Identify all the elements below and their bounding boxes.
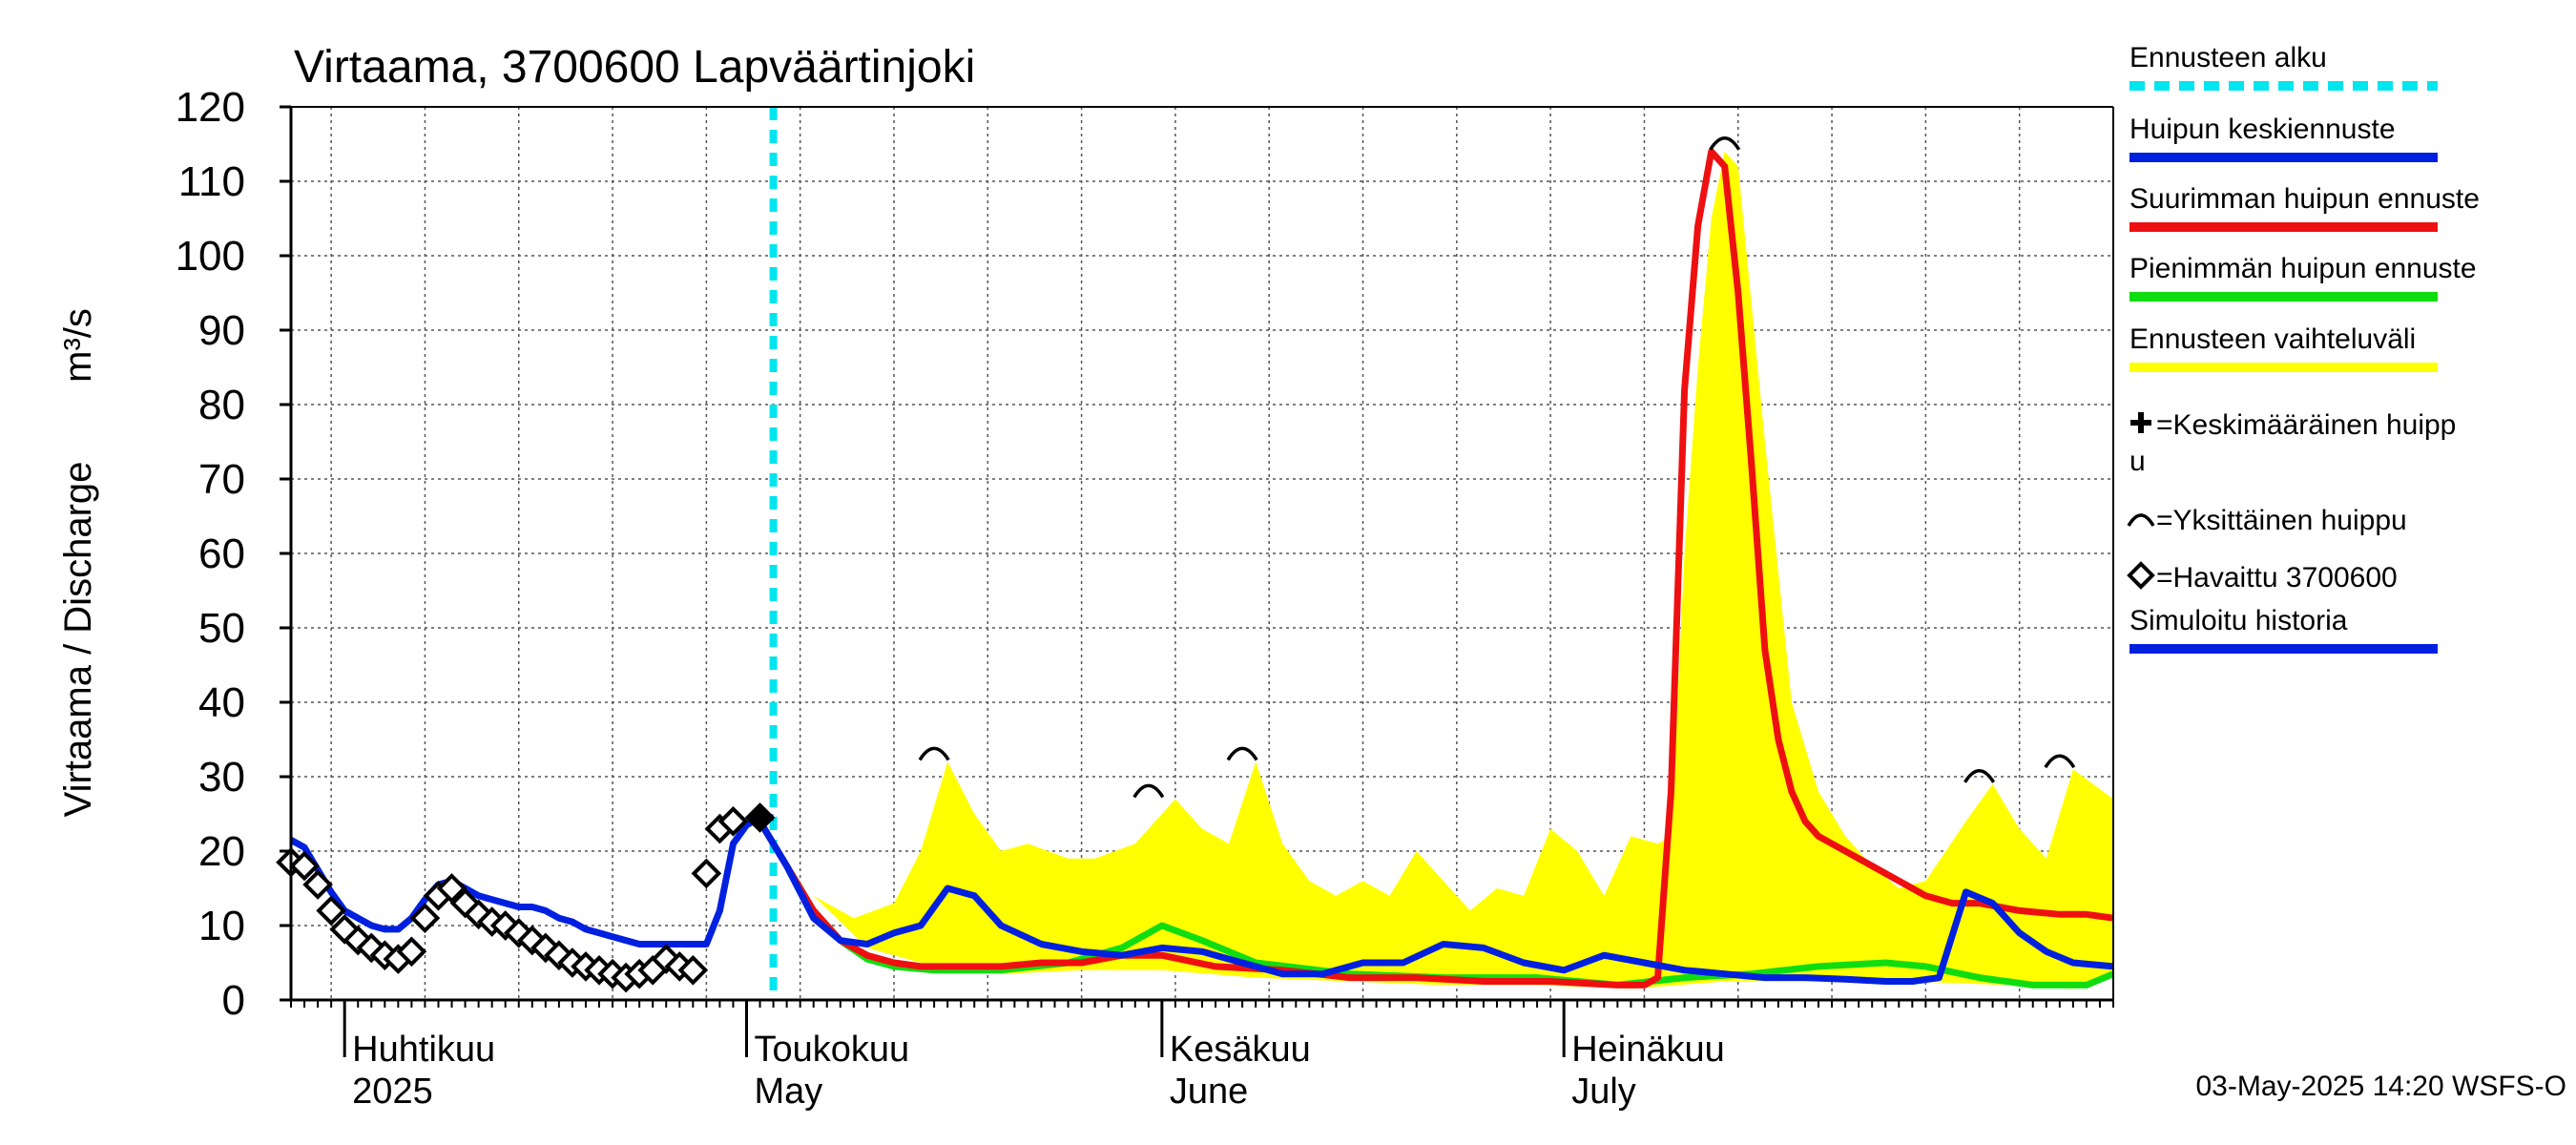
observed-point bbox=[302, 869, 333, 900]
markers bbox=[276, 136, 2076, 993]
y-tick-label: 40 bbox=[198, 679, 245, 726]
legend-label: Ennusteen alku bbox=[2129, 42, 2327, 73]
observed-point bbox=[691, 858, 722, 889]
legend-label: =Keskimääräinen huipp u bbox=[2129, 409, 2456, 477]
y-tick-label: 60 bbox=[198, 531, 245, 577]
y-tick-label: 120 bbox=[176, 84, 245, 131]
y-tick-label: 30 bbox=[198, 754, 245, 801]
y-tick-label: 80 bbox=[198, 382, 245, 428]
single-peak-marker bbox=[1963, 769, 1996, 783]
y-tick-label: 110 bbox=[178, 158, 245, 205]
y-axis-label-group: Virtaama / Discharge m³/s bbox=[57, 308, 99, 817]
observed-point bbox=[396, 936, 427, 968]
observed-point bbox=[409, 903, 441, 934]
y-axis-unit: m³/s bbox=[57, 308, 99, 383]
latest-observed-point bbox=[749, 806, 771, 828]
month-label-fi: Huhtikuu bbox=[352, 1030, 495, 1070]
legend-label: Pienimmän huipun ennuste bbox=[2129, 253, 2477, 284]
single-peak-marker bbox=[1226, 746, 1258, 761]
observed-point bbox=[436, 873, 467, 904]
observed-point bbox=[343, 925, 374, 956]
forecast-range-band bbox=[759, 151, 2113, 989]
single-peak-marker bbox=[918, 746, 950, 761]
simulated-history-line bbox=[289, 814, 774, 947]
y-tick-label: 70 bbox=[198, 456, 245, 503]
min-peak-forecast-line bbox=[757, 819, 2115, 989]
legend-label: =Havaittu 3700600 bbox=[2156, 562, 2398, 593]
y-axis-label: Virtaama / Discharge bbox=[57, 462, 99, 818]
observed-point bbox=[677, 954, 709, 986]
observed-point bbox=[717, 805, 749, 837]
mean-peak-forecast-line bbox=[757, 819, 2114, 985]
axes: 0 10 20 30 40 50 60 70 80 90 100 110 120 Huhtikuu2025… bbox=[176, 84, 2114, 1112]
month-label-fi: Toukokuu bbox=[755, 1030, 910, 1070]
y-tick-label: 100 bbox=[176, 233, 245, 280]
observed-point bbox=[289, 850, 320, 882]
legend-label: Ennusteen vaihteluväli bbox=[2129, 323, 2416, 355]
month-label-en: July bbox=[1571, 1072, 1636, 1112]
max-peak-forecast-line bbox=[757, 148, 2114, 989]
observed-point bbox=[316, 895, 346, 926]
legend-diamond-symbol bbox=[2127, 561, 2155, 590]
month-label-en: June bbox=[1170, 1072, 1248, 1112]
forecast-range-area bbox=[759, 151, 2113, 989]
month-label-en: May bbox=[755, 1072, 823, 1112]
footer-timestamp: 03-May-2025 14:20 WSFS-O bbox=[2196, 1071, 2567, 1102]
single-peak-marker bbox=[1709, 136, 1741, 151]
legend-arc-symbol bbox=[2127, 513, 2155, 527]
observed-point bbox=[463, 899, 494, 930]
legend: Ennusteen alku Huipun keskiennuste Suurimm… bbox=[2127, 42, 2480, 654]
legend-label: Simuloitu historia bbox=[2129, 605, 2348, 636]
y-tick-label: 50 bbox=[198, 605, 245, 652]
observed-point bbox=[489, 910, 521, 941]
observed-point bbox=[356, 932, 387, 964]
y-tick-label: 20 bbox=[198, 828, 245, 875]
y-tick-label: 90 bbox=[198, 307, 245, 354]
legend-label: Huipun keskiennuste bbox=[2129, 114, 2396, 145]
month-label-fi: Kesäkuu bbox=[1170, 1030, 1311, 1070]
chart-title: Virtaama, 3700600 Lapväärtinjoki bbox=[294, 42, 975, 93]
y-tick-label: 10 bbox=[198, 903, 245, 949]
single-peak-marker bbox=[2044, 754, 2076, 769]
series-lines bbox=[289, 107, 2115, 1000]
month-label-fi: Heinäkuu bbox=[1571, 1030, 1725, 1070]
legend-cross-symbol bbox=[2130, 412, 2151, 433]
month-label-en: 2025 bbox=[352, 1072, 433, 1112]
single-peak-marker bbox=[1132, 783, 1165, 799]
legend-label: Suurimman huipun ennuste bbox=[2129, 183, 2480, 215]
y-tick-label: 0 bbox=[222, 977, 245, 1024]
legend-label: =Yksittäinen huippu bbox=[2156, 505, 2407, 536]
